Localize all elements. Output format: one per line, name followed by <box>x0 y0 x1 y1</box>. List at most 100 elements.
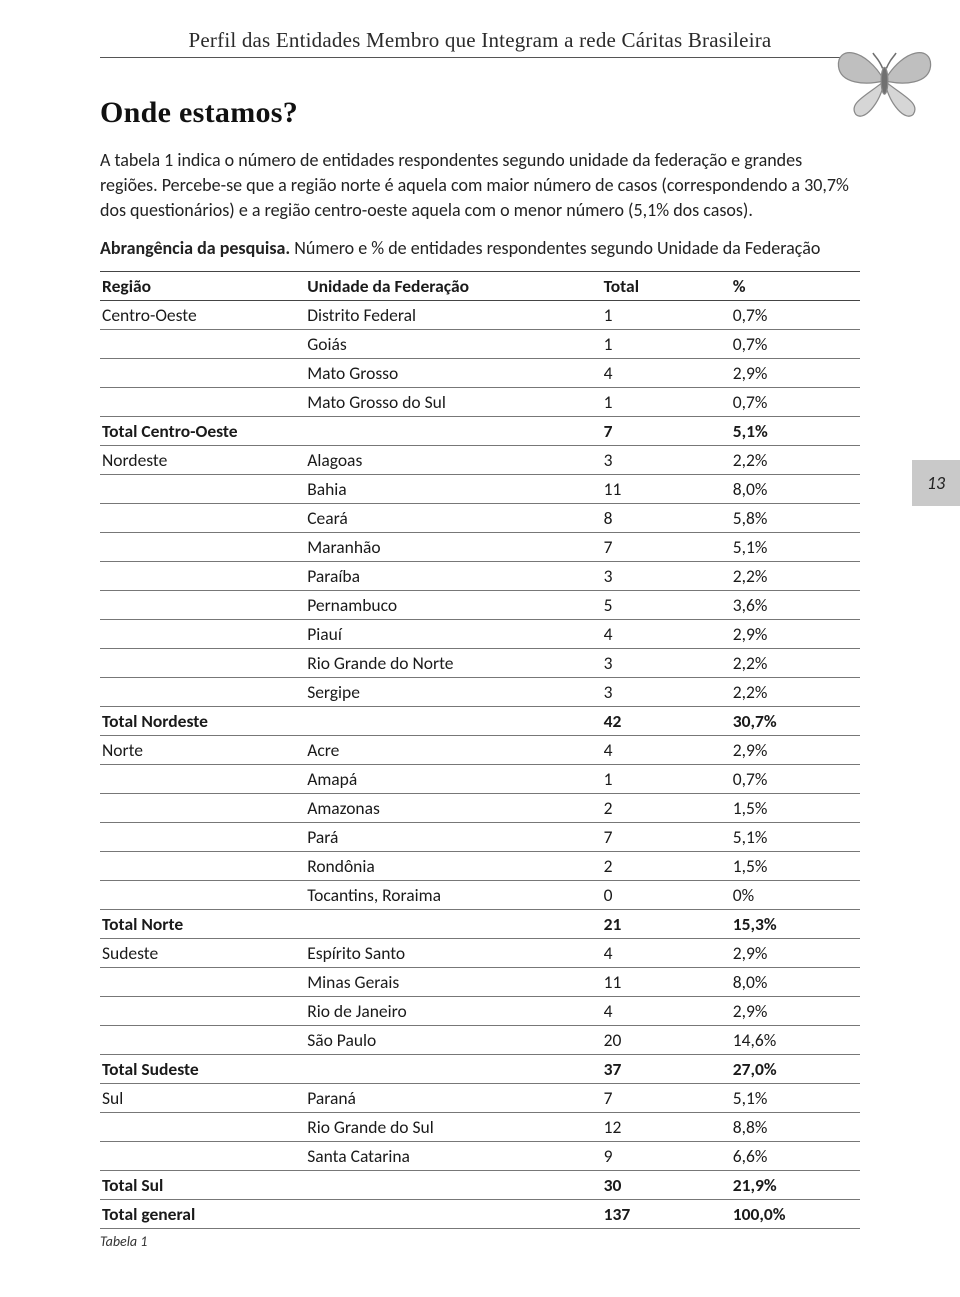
cell-c3: 20 <box>602 1025 731 1054</box>
cell-c4: 15,3% <box>731 909 860 938</box>
cell-c3: 11 <box>602 474 731 503</box>
table-row: Mato Grosso42,9% <box>100 358 860 387</box>
cell-c3: 4 <box>602 938 731 967</box>
cell-c2: São Paulo <box>305 1025 601 1054</box>
table-row: SudesteEspírito Santo42,9% <box>100 938 860 967</box>
cell-c4: 6,6% <box>731 1141 860 1170</box>
cell-c3: 11 <box>602 967 731 996</box>
cell-c2: Piauí <box>305 619 601 648</box>
table-row: Amazonas21,5% <box>100 793 860 822</box>
cell-c4: 0,7% <box>731 300 860 329</box>
caption-lead: Abrangência da pesquisa. <box>100 237 290 259</box>
cell-c4: 8,8% <box>731 1112 860 1141</box>
cell-c1 <box>100 764 305 793</box>
cell-c3: 7 <box>602 822 731 851</box>
cell-c4: 5,1% <box>731 1083 860 1112</box>
table-row: Total Nordeste4230,7% <box>100 706 860 735</box>
cell-c3: 42 <box>602 706 731 735</box>
cell-c2: Distrito Federal <box>305 300 601 329</box>
cell-c2: Maranhão <box>305 532 601 561</box>
cell-c1 <box>100 880 305 909</box>
cell-c1 <box>100 648 305 677</box>
cell-c1 <box>100 1112 305 1141</box>
cell-c1 <box>100 532 305 561</box>
table-row: Rio de Janeiro42,9% <box>100 996 860 1025</box>
table-bottom-label: Tabela 1 <box>100 1233 860 1250</box>
cell-c4: 2,2% <box>731 677 860 706</box>
cell-c4: 2,9% <box>731 938 860 967</box>
table-row: Total general137100,0% <box>100 1199 860 1228</box>
cell-c3: 4 <box>602 358 731 387</box>
cell-c3: 3 <box>602 561 731 590</box>
cell-c2 <box>305 416 601 445</box>
cell-c2 <box>305 1199 601 1228</box>
col-pct: % <box>731 271 860 300</box>
table-row: Bahia118,0% <box>100 474 860 503</box>
cell-c2: Rondônia <box>305 851 601 880</box>
page-header-title: Perfil das Entidades Membro que Integram… <box>100 28 860 53</box>
table-header-row: Região Unidade da Federação Total % <box>100 271 860 300</box>
cell-c1 <box>100 967 305 996</box>
cell-c3: 2 <box>602 851 731 880</box>
table-row: Ceará85,8% <box>100 503 860 532</box>
page-container: Perfil das Entidades Membro que Integram… <box>0 0 960 1270</box>
table-row: Santa Catarina96,6% <box>100 1141 860 1170</box>
cell-c2: Amazonas <box>305 793 601 822</box>
intro-paragraph: A tabela 1 indica o número de entidades … <box>100 148 860 222</box>
data-table: Região Unidade da Federação Total % Cent… <box>100 271 860 1229</box>
cell-c4: 1,5% <box>731 851 860 880</box>
cell-c4: 2,9% <box>731 619 860 648</box>
cell-c1: Centro-Oeste <box>100 300 305 329</box>
cell-c1: Sul <box>100 1083 305 1112</box>
cell-c3: 9 <box>602 1141 731 1170</box>
cell-c4: 0,7% <box>731 387 860 416</box>
cell-c3: 12 <box>602 1112 731 1141</box>
cell-c1 <box>100 677 305 706</box>
cell-c2: Acre <box>305 735 601 764</box>
cell-c3: 7 <box>602 532 731 561</box>
header-rule <box>100 57 860 58</box>
table-row: Total Sudeste3727,0% <box>100 1054 860 1083</box>
table-row: SulParaná75,1% <box>100 1083 860 1112</box>
cell-c1 <box>100 996 305 1025</box>
cell-c4: 2,2% <box>731 445 860 474</box>
cell-c1 <box>100 561 305 590</box>
cell-c2: Pará <box>305 822 601 851</box>
table-row: Total Sul3021,9% <box>100 1170 860 1199</box>
cell-c1 <box>100 619 305 648</box>
table-row: Goiás10,7% <box>100 329 860 358</box>
cell-c1 <box>100 822 305 851</box>
table-row: Tocantins, Roraima00% <box>100 880 860 909</box>
caption-rest: Número e % de entidades respondentes seg… <box>290 237 820 259</box>
col-total: Total <box>602 271 731 300</box>
cell-c4: 2,9% <box>731 358 860 387</box>
table-row: Total Centro-Oeste75,1% <box>100 416 860 445</box>
section-heading: Onde estamos? <box>100 96 860 130</box>
cell-c3: 137 <box>602 1199 731 1228</box>
cell-c2: Rio Grande do Sul <box>305 1112 601 1141</box>
cell-c4: 8,0% <box>731 474 860 503</box>
cell-c4: 0,7% <box>731 764 860 793</box>
table-row: Total Norte2115,3% <box>100 909 860 938</box>
cell-c3: 3 <box>602 677 731 706</box>
table-row: Rondônia21,5% <box>100 851 860 880</box>
cell-c1 <box>100 358 305 387</box>
cell-c2 <box>305 1054 601 1083</box>
cell-c3: 7 <box>602 1083 731 1112</box>
table-row: São Paulo2014,6% <box>100 1025 860 1054</box>
cell-c1: Total Nordeste <box>100 706 305 735</box>
cell-c4: 1,5% <box>731 793 860 822</box>
cell-c4: 8,0% <box>731 967 860 996</box>
cell-c2: Ceará <box>305 503 601 532</box>
cell-c1 <box>100 474 305 503</box>
cell-c2: Mato Grosso do Sul <box>305 387 601 416</box>
cell-c3: 7 <box>602 416 731 445</box>
table-row: Maranhão75,1% <box>100 532 860 561</box>
cell-c3: 1 <box>602 300 731 329</box>
cell-c3: 37 <box>602 1054 731 1083</box>
cell-c1 <box>100 387 305 416</box>
cell-c3: 30 <box>602 1170 731 1199</box>
cell-c3: 0 <box>602 880 731 909</box>
cell-c1: Sudeste <box>100 938 305 967</box>
cell-c2: Paraíba <box>305 561 601 590</box>
